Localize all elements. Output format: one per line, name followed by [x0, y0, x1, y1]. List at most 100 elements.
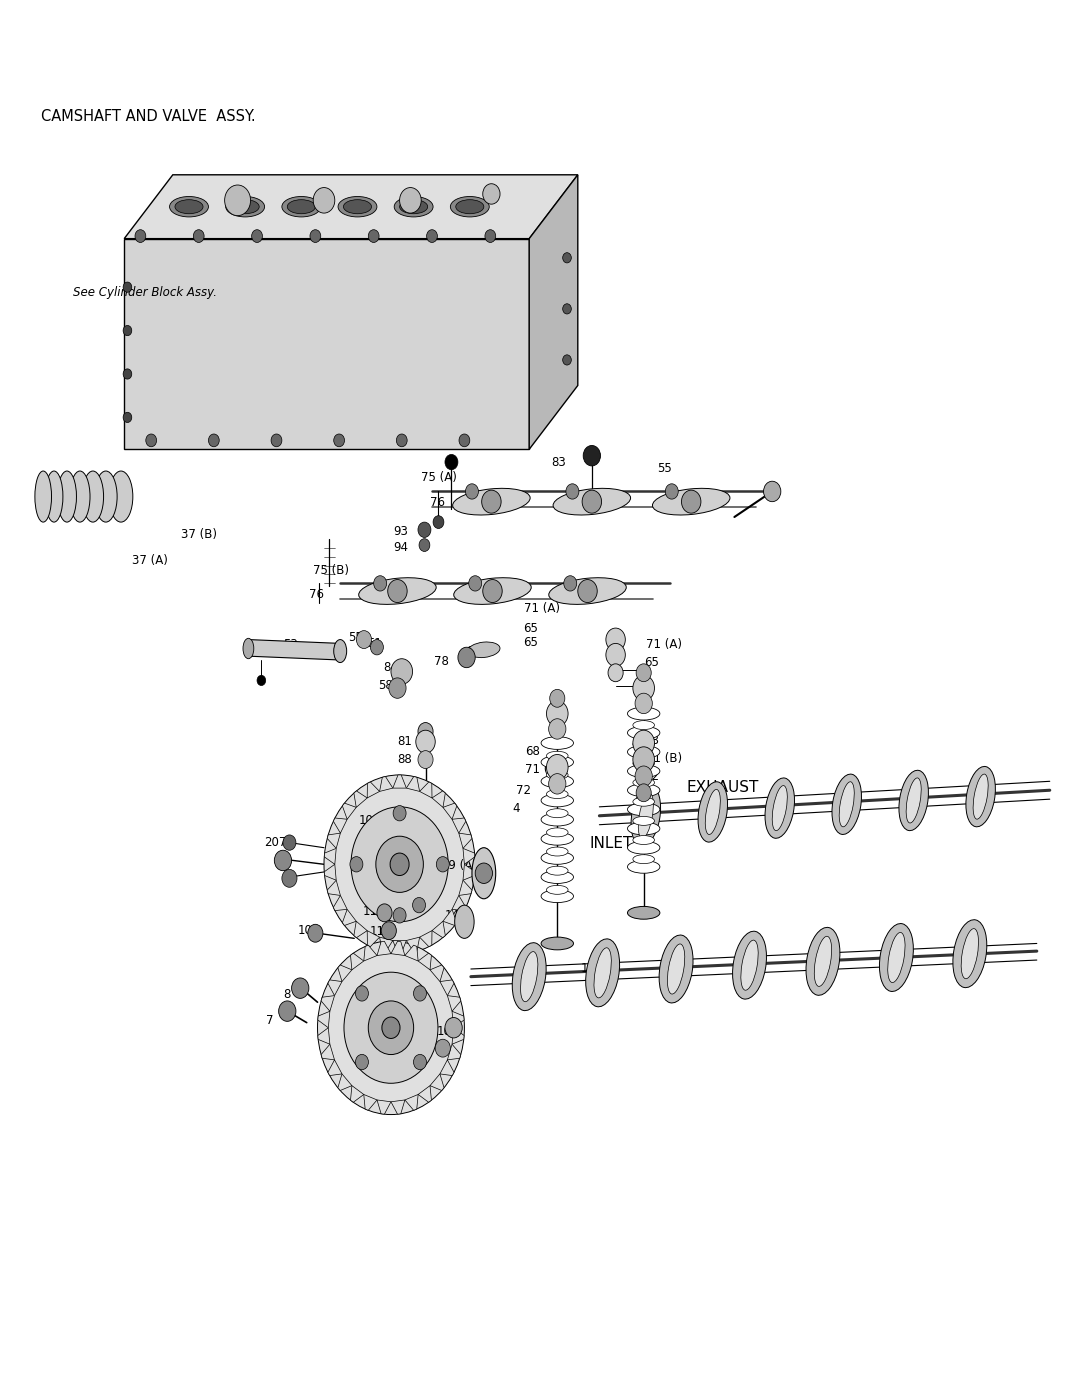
Circle shape [418, 866, 433, 883]
Ellipse shape [287, 200, 315, 214]
Ellipse shape [652, 489, 730, 515]
Ellipse shape [546, 886, 568, 894]
Polygon shape [367, 782, 379, 798]
Polygon shape [321, 996, 335, 1011]
Circle shape [636, 784, 651, 802]
Polygon shape [432, 921, 445, 937]
Ellipse shape [633, 759, 654, 768]
Text: 100: 100 [246, 645, 269, 659]
Polygon shape [463, 865, 475, 880]
Circle shape [283, 835, 296, 851]
Circle shape [274, 851, 292, 870]
Text: 207: 207 [265, 835, 287, 849]
Circle shape [578, 580, 597, 602]
Text: 83: 83 [551, 455, 566, 468]
Circle shape [485, 229, 496, 243]
Ellipse shape [633, 778, 654, 787]
Ellipse shape [541, 775, 573, 788]
Text: PAGE 106  —  DCA-60SSI2  —  PARTS AND OPERATION  MANUAL  —  REV. #3  (09/15/01): PAGE 106 — DCA-60SSI2 — PARTS AND OPERAT… [210, 1366, 870, 1380]
Ellipse shape [541, 852, 573, 865]
Polygon shape [351, 953, 364, 970]
Ellipse shape [953, 919, 987, 988]
Polygon shape [364, 946, 377, 961]
Ellipse shape [627, 784, 660, 796]
Polygon shape [354, 921, 367, 937]
Circle shape [225, 184, 251, 215]
Circle shape [377, 904, 392, 922]
Ellipse shape [541, 870, 573, 883]
Ellipse shape [546, 771, 568, 780]
Ellipse shape [546, 828, 568, 837]
Polygon shape [418, 953, 431, 970]
Ellipse shape [338, 197, 377, 217]
Text: 7: 7 [266, 1014, 273, 1027]
Circle shape [282, 869, 297, 887]
Polygon shape [405, 1094, 418, 1111]
Ellipse shape [45, 471, 63, 522]
Ellipse shape [633, 816, 654, 826]
Polygon shape [377, 942, 391, 956]
Circle shape [469, 576, 482, 591]
Ellipse shape [109, 471, 133, 522]
Polygon shape [248, 640, 340, 659]
Ellipse shape [549, 578, 626, 605]
Ellipse shape [705, 789, 720, 834]
Ellipse shape [627, 764, 660, 778]
Circle shape [391, 659, 413, 685]
Circle shape [376, 837, 423, 893]
Polygon shape [453, 1028, 464, 1044]
Ellipse shape [627, 823, 660, 835]
Text: 78: 78 [434, 655, 449, 668]
Ellipse shape [966, 767, 996, 827]
Circle shape [633, 747, 654, 773]
Polygon shape [430, 965, 444, 982]
Circle shape [135, 229, 146, 243]
Polygon shape [367, 930, 379, 947]
Polygon shape [418, 1085, 431, 1102]
Ellipse shape [282, 197, 321, 217]
Ellipse shape [839, 782, 854, 827]
Polygon shape [443, 803, 457, 819]
Polygon shape [124, 239, 529, 450]
Polygon shape [327, 833, 340, 848]
Text: CAMSHAFT AND VALVE  ASSY.: CAMSHAFT AND VALVE ASSY. [41, 109, 256, 123]
Circle shape [563, 253, 571, 263]
Polygon shape [447, 1044, 461, 1060]
Ellipse shape [35, 471, 52, 522]
Circle shape [393, 908, 406, 923]
Text: 5: 5 [644, 787, 651, 799]
Circle shape [546, 754, 568, 780]
Text: 51: 51 [367, 637, 382, 650]
Circle shape [368, 1000, 414, 1055]
Circle shape [389, 678, 406, 698]
Ellipse shape [455, 905, 474, 939]
Polygon shape [338, 1074, 352, 1091]
Ellipse shape [82, 471, 104, 522]
Circle shape [582, 490, 602, 513]
Circle shape [550, 689, 565, 707]
Circle shape [563, 355, 571, 365]
Ellipse shape [541, 890, 573, 902]
Circle shape [483, 184, 500, 204]
Circle shape [681, 490, 701, 513]
Ellipse shape [546, 752, 568, 760]
Polygon shape [453, 1011, 464, 1028]
Ellipse shape [546, 847, 568, 856]
Polygon shape [406, 937, 420, 953]
Polygon shape [443, 909, 457, 925]
Circle shape [334, 434, 345, 447]
Polygon shape [459, 833, 472, 848]
Circle shape [413, 897, 426, 912]
Ellipse shape [454, 578, 531, 605]
Ellipse shape [627, 861, 660, 873]
Circle shape [764, 481, 781, 502]
Circle shape [606, 629, 625, 651]
Circle shape [475, 863, 492, 883]
Text: 68: 68 [644, 733, 659, 747]
Circle shape [381, 922, 396, 940]
Circle shape [252, 229, 262, 243]
Ellipse shape [888, 932, 905, 982]
Ellipse shape [450, 197, 489, 217]
Ellipse shape [541, 756, 573, 768]
Polygon shape [124, 175, 578, 239]
